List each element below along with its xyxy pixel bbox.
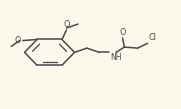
- Text: O: O: [14, 36, 21, 45]
- Text: O: O: [119, 28, 126, 37]
- Text: O: O: [63, 20, 70, 29]
- Text: NH: NH: [110, 53, 122, 62]
- Text: Cl: Cl: [148, 33, 156, 42]
